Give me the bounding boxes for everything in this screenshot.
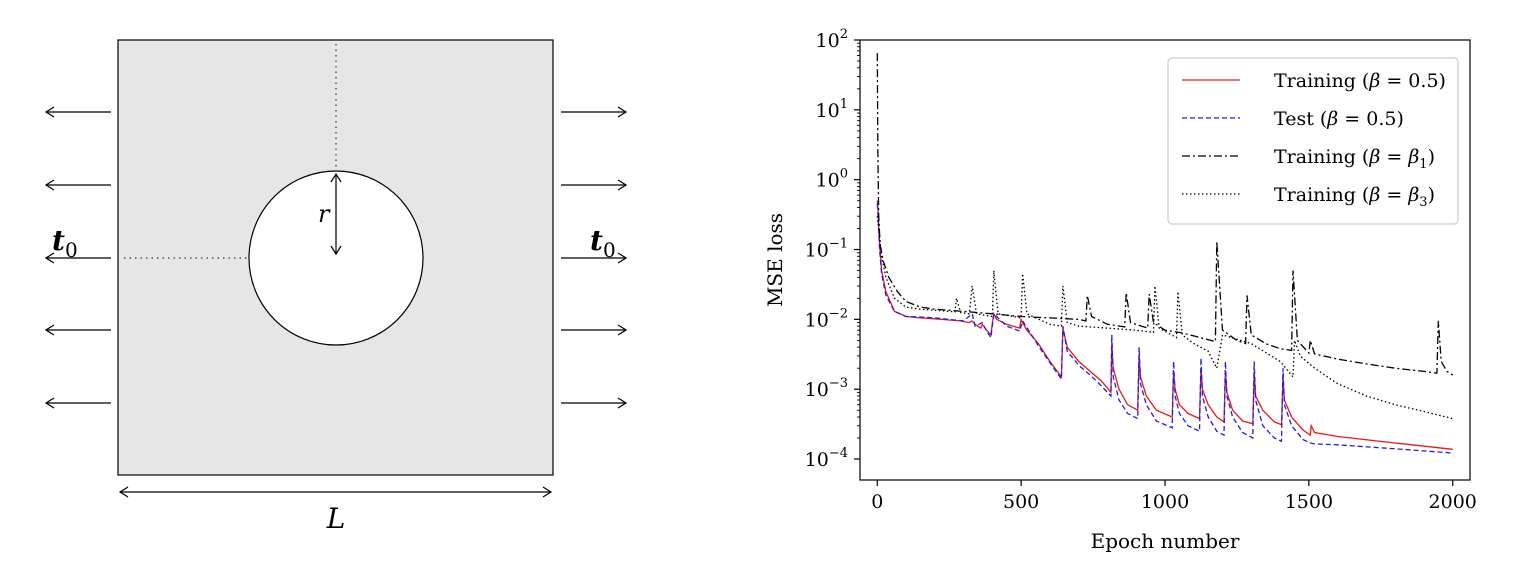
length-arrow: [118, 486, 553, 498]
series-line-1: [876, 200, 1453, 450]
length-label: L: [326, 502, 346, 535]
series-line-3: [876, 53, 1454, 376]
series-line-4: [876, 216, 1453, 420]
radius-arrow: [330, 172, 342, 256]
y-tick-label-5: 10−3: [805, 376, 848, 401]
legend-label-3: Training (β = β1): [1274, 146, 1435, 172]
y-tick-label-0: 102: [816, 27, 848, 52]
y-tick-label-3: 10−1: [805, 237, 848, 262]
radius-label: r: [318, 200, 331, 228]
x-tick-label-500: 500: [1003, 491, 1039, 513]
left-traction-arrows: [44, 106, 111, 409]
y-tick-label-4: 10−2: [805, 306, 848, 331]
y-tick-label-2: 100: [816, 167, 848, 192]
plate-diagram: r t0 t0 L: [44, 39, 628, 535]
traction-label-right: t0: [590, 224, 616, 262]
y-tick-label-1: 101: [816, 97, 848, 122]
legend-label-4: Training (β = β3): [1274, 184, 1435, 210]
x-axis-label: Epoch number: [1091, 529, 1240, 553]
y-axis-label: MSE loss: [763, 213, 787, 307]
traction-label-left: t0: [52, 224, 78, 262]
legend-box: [1167, 57, 1459, 225]
x-tick-label-0: 0: [871, 491, 883, 513]
right-traction-arrows: [561, 106, 628, 409]
loss-chart: 0 500 1000 1500 2000 102 101 100 10−1 10−2 10−3 10…: [763, 27, 1477, 553]
series-line-2: [876, 203, 1453, 454]
x-tick-label-2000: 2000: [1429, 491, 1477, 513]
legend-label-2: Test (β = 0.5): [1274, 108, 1404, 130]
x-tick-label-1500: 1500: [1285, 491, 1333, 513]
legend-label-1: Training (β = 0.5): [1274, 70, 1446, 92]
x-tick-label-1000: 1000: [1141, 491, 1189, 513]
hole: [248, 170, 424, 346]
legend: Training (β = 0.5) Test (β = 0.5) Training…: [1167, 57, 1459, 225]
y-tick-label-6: 10−4: [805, 446, 848, 471]
